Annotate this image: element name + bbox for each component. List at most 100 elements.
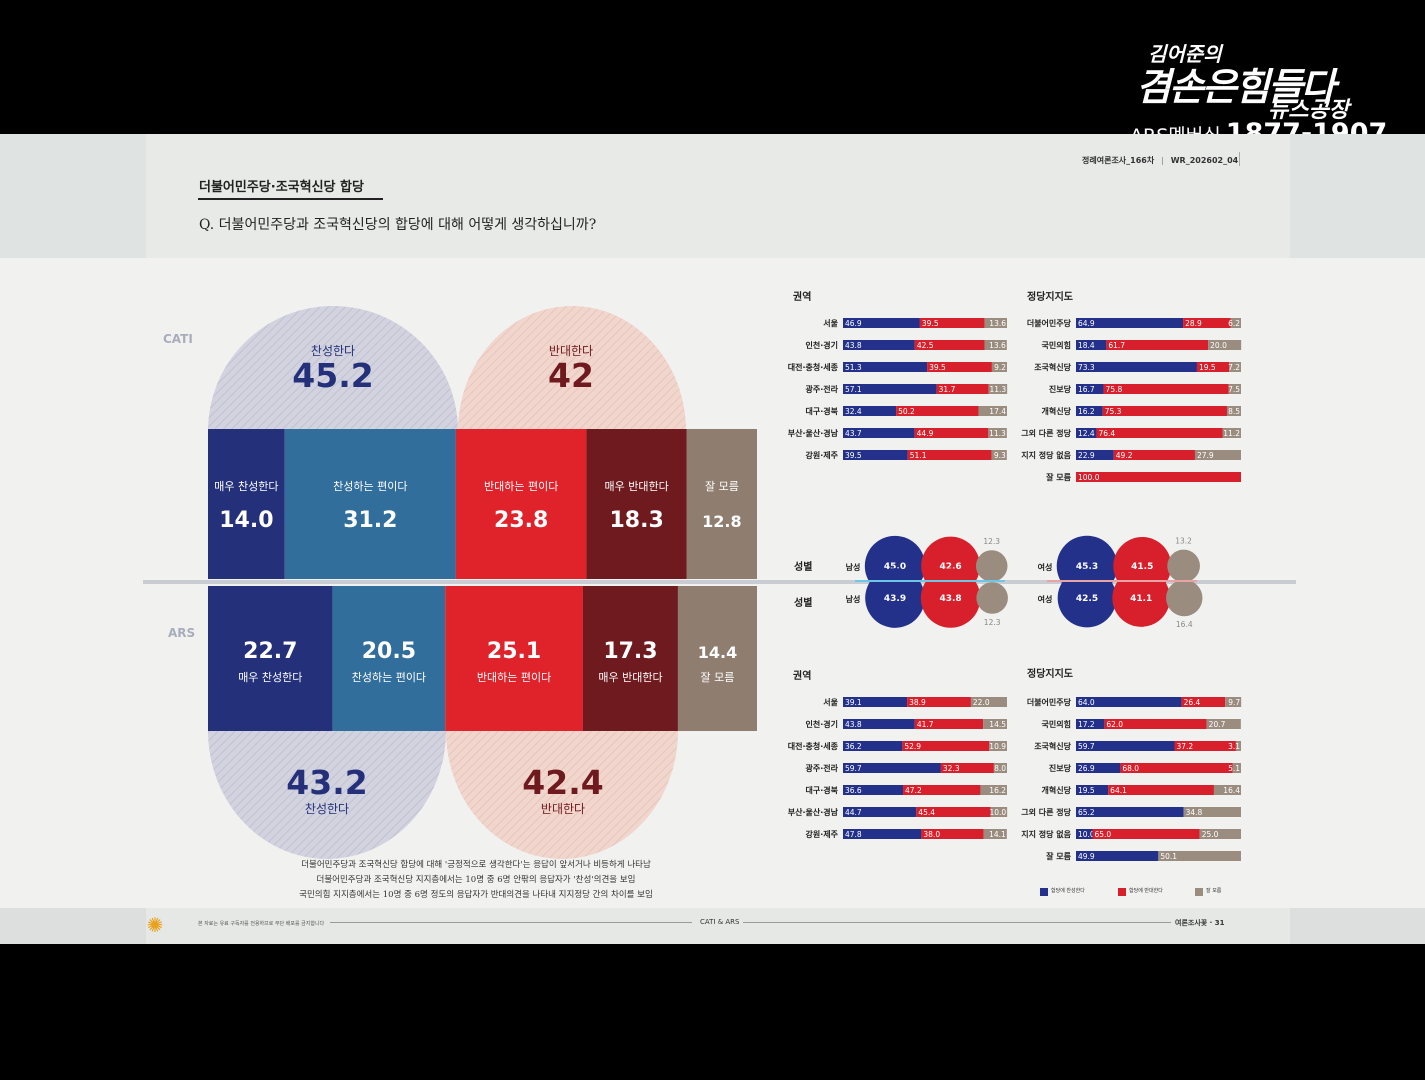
cati-region-bar-0 <box>843 450 908 460</box>
cati-party-bar-value: 75.8 <box>1106 385 1123 394</box>
ars-region-row-label: 대구·경북 <box>806 785 839 795</box>
ars-region-bar-0 <box>843 829 922 839</box>
cati-party-bar-value: 49.2 <box>1116 451 1133 460</box>
ars-region-bar-value: 45.4 <box>918 808 935 817</box>
cati-party-row-label: 잘 모름 <box>1046 472 1072 482</box>
cati-party-bar-0 <box>1076 406 1103 416</box>
cati-party-bar-2 <box>1208 340 1242 350</box>
ars-party-bar-value: 64.0 <box>1078 698 1095 707</box>
cati-segment-value-0: 14.0 <box>219 508 273 533</box>
cati-region-bar-0 <box>843 384 937 394</box>
ars-region-bar-1 <box>921 829 984 839</box>
ars-region-row-label: 부산·울산·경남 <box>788 807 839 817</box>
cati-party-bar-value: 7.5 <box>1228 385 1240 394</box>
ars-party-bar-value: 34.8 <box>1186 808 1203 817</box>
cati-party-bar-2 <box>1222 428 1241 438</box>
ars-disagree-summary: 42.4 반대한다 <box>498 766 628 817</box>
ars-party-bar-value: 19.5 <box>1078 786 1095 795</box>
cati-party-bar-1 <box>1103 384 1229 394</box>
ars-party-bar-0 <box>1076 763 1121 773</box>
cati-region-bar-value: 50.2 <box>898 407 915 416</box>
ars-gender-0-disagree-bubble <box>920 568 981 628</box>
report-page: 정례여론조사_166차 | WR_202602_04 더불어민주당·조국혁신당 … <box>0 134 1425 944</box>
ars-segment-1 <box>332 586 446 731</box>
ars-region-bar-0 <box>843 807 917 817</box>
cati-region-bar-2 <box>984 340 1007 350</box>
legend-agree-label: 합당에 찬성한다 <box>1051 888 1085 894</box>
cati-gender-0-unknown-value: 12.3 <box>983 537 1000 546</box>
ars-region-bar-value: 43.8 <box>845 720 862 729</box>
ars-party-bar-1 <box>1104 719 1207 729</box>
cati-segment-1 <box>284 429 456 579</box>
ars-segment-2 <box>445 586 583 731</box>
cati-region-title: 권역 <box>793 290 811 303</box>
ars-segment-label-0: 매우 찬성한다 <box>238 670 302 684</box>
ars-party-bar-value: 50.1 <box>1160 852 1177 861</box>
cati-region-row-label: 광주·전라 <box>806 384 839 394</box>
ars-region-bar-value: 14.5 <box>989 720 1006 729</box>
ars-party-bar-0 <box>1076 697 1182 707</box>
ars-segment-label-3: 매우 반대한다 <box>598 671 662 684</box>
ars-party-bar-value: 3.1 <box>1228 742 1240 751</box>
ars-region-bar-1 <box>916 807 991 817</box>
ars-region-bar-value: 41.7 <box>917 720 934 729</box>
cati-region-bar-0 <box>843 428 915 438</box>
cati-party-bar-value: 22.9 <box>1078 451 1095 460</box>
logo-line2: 겸손은힘들다 <box>1136 65 1336 109</box>
legend-disagree-swatch <box>1118 888 1126 896</box>
ars-gender-0-unknown-value: 16.4 <box>1176 620 1193 629</box>
cati-label: CATI <box>163 332 193 346</box>
ars-party-row-label: 국민의힘 <box>1042 719 1071 729</box>
ars-party-bar-value: 5.1 <box>1228 764 1240 773</box>
cati-segment-value-3: 18.3 <box>609 508 663 533</box>
cati-gender-0-disagree-value: 41.5 <box>1131 562 1153 572</box>
ars-party-bar-value: 10.0 <box>1078 830 1095 839</box>
ars-party-bar-2 <box>1206 719 1241 729</box>
ars-region-bar-value: 10.9 <box>989 742 1006 751</box>
cati-party-row-label: 조국혁신당 <box>1034 362 1071 372</box>
gender-accent-line-2 <box>1047 580 1197 582</box>
cati-region-row-label: 대전·충청·세종 <box>788 362 839 372</box>
cati-region-row-label: 대구·경북 <box>806 406 839 416</box>
cati-segment-value-2: 23.8 <box>494 508 548 533</box>
cati-party-bar-value: 73.3 <box>1078 363 1095 372</box>
cati-party-bar-value: 64.9 <box>1078 319 1095 328</box>
cati-party-bar-1 <box>1113 450 1195 460</box>
ars-party-bar-1 <box>1108 785 1214 795</box>
cati-gender-0-gender-label: 여성 <box>1038 562 1053 572</box>
cati-agree-capsule <box>208 306 458 431</box>
ars-party-bar-value: 20.7 <box>1209 720 1226 729</box>
ars-region-bar-value: 38.9 <box>909 698 926 707</box>
note-3: 국민의힘 지지층에서는 10명 중 6명 정도의 응답자가 반대의견을 나타내 … <box>299 890 653 900</box>
ars-party-bar-value: 16.4 <box>1223 786 1240 795</box>
divider-line <box>143 580 1296 584</box>
ars-segment-label-4: 잘 모름 <box>701 671 735 684</box>
gender-accent-line-1 <box>855 580 1005 582</box>
cati-region-bar-1 <box>919 318 985 328</box>
note-2: 더불어민주당과 조국혁신당 지지층에서는 10명 중 6명 안팎의 응답자가 '… <box>316 875 636 885</box>
cati-segment-label-4: 잘 모름 <box>705 480 739 493</box>
survey-code: 정례여론조사_166차 | WR_202602_04 <box>1082 156 1239 165</box>
ars-party-bar-2 <box>1232 763 1241 773</box>
cati-segment-value-4: 12.8 <box>702 512 741 531</box>
ars-region-bar-2 <box>980 785 1007 795</box>
cati-segment-label-3: 매우 반대한다 <box>605 480 669 493</box>
cati-segment-label-2: 반대하는 편이다 <box>484 479 558 493</box>
page-footer: ✺ 본 자료는 유료 구독자를 전용하므로 무단 배포를 금지합니다 CATI … <box>0 908 1425 944</box>
ars-region-bar-1 <box>902 741 990 751</box>
cati-gender-0-unknown-value: 13.2 <box>1175 537 1192 546</box>
logo-line3: 뉴스공장 <box>1268 98 1349 123</box>
ars-region-bar-value: 36.2 <box>845 742 862 751</box>
ars-region-bar-value: 47.8 <box>845 830 862 839</box>
ars-party-bar-value: 59.7 <box>1078 742 1095 751</box>
cati-party-bar-value: 16.2 <box>1078 407 1095 416</box>
ars-party-bar-value: 64.1 <box>1110 786 1127 795</box>
gender-title-ars: 성별 <box>794 596 812 609</box>
cati-region-bar-1 <box>907 450 992 460</box>
ars-region-bar-value: 22.0 <box>973 698 990 707</box>
cati-region-bar-1 <box>896 406 979 416</box>
ars-region-bar-value: 36.6 <box>845 786 862 795</box>
cati-party-bar-0 <box>1076 340 1107 350</box>
cati-region-bar-2 <box>988 428 1007 438</box>
cati-party-bar-value: 75.3 <box>1105 407 1122 416</box>
